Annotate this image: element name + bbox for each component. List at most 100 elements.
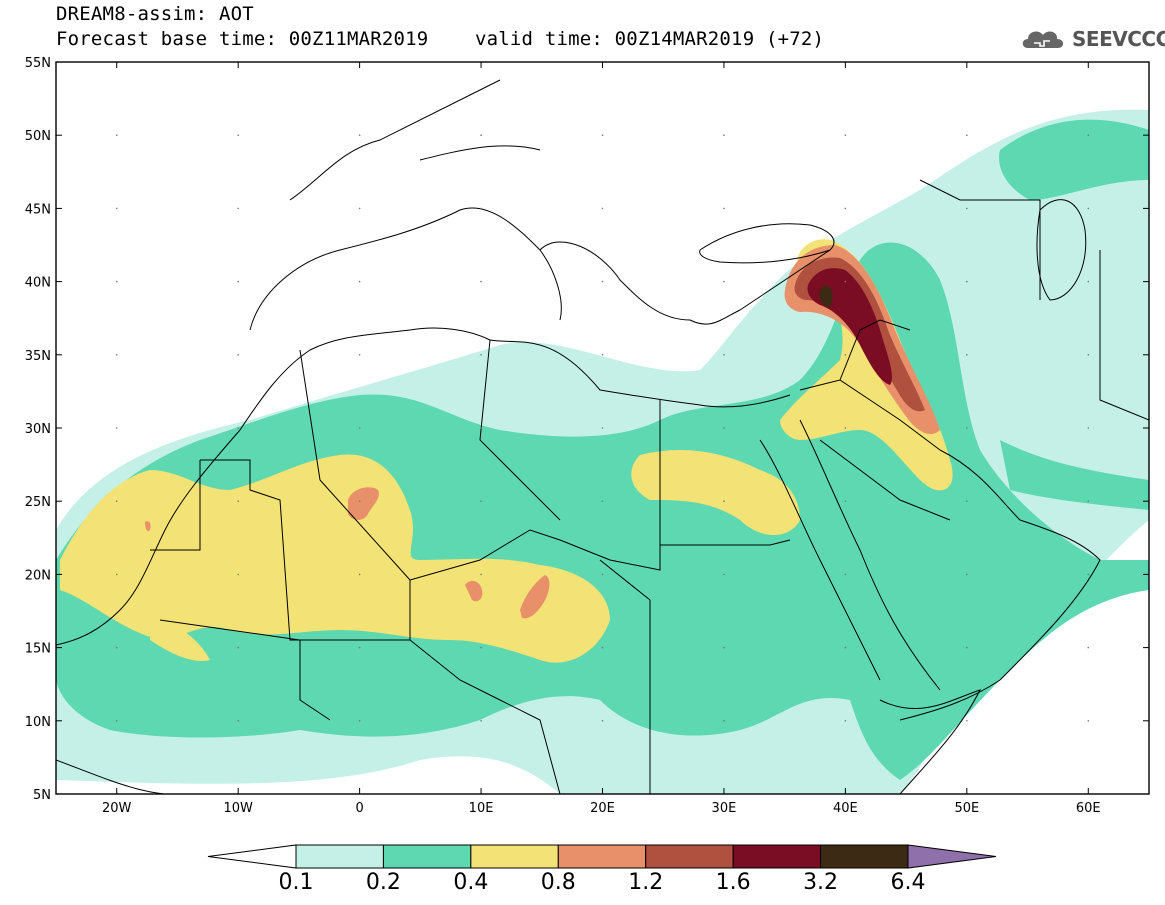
grid-dot [601, 427, 604, 429]
grid-dot [601, 134, 604, 136]
grid-dot [358, 427, 361, 429]
colorbar-label: 1.2 [628, 870, 664, 895]
grid-dot [115, 500, 118, 503]
colorbar-label: 0.2 [365, 870, 401, 895]
lon-tick-label: 20W [102, 801, 132, 816]
aot-field-0.8-chad [520, 575, 550, 619]
grid-dot [237, 573, 239, 576]
grid-dot [358, 207, 361, 210]
grid-dot [237, 207, 239, 210]
grid-dot [966, 207, 968, 210]
grid-dot [237, 500, 239, 503]
lat-tick-label: 10N [25, 715, 51, 730]
aot-field-0.2-north [999, 119, 1149, 200]
grid-dot [844, 500, 847, 503]
grid-dot [723, 207, 725, 210]
coastline-gulf-guinea [56, 759, 200, 794]
grid-dot [237, 354, 239, 356]
colorbar-label: 0.4 [453, 870, 489, 895]
lat-tick-label: 55N [25, 56, 51, 71]
grid-dot [115, 573, 118, 576]
grid-dot [844, 280, 847, 283]
grid-dot [601, 646, 604, 649]
border-sahara-1 [200, 459, 791, 641]
aot-field-0.4-egypt [631, 450, 800, 535]
coastline-west-africa [56, 327, 791, 646]
border-sahel [150, 460, 561, 794]
grid-dot [115, 280, 118, 283]
map-title: DREAM8-assim: AOT [56, 3, 254, 25]
grid-dot [358, 646, 361, 649]
grid-dot [237, 427, 239, 429]
grid-dot [844, 720, 847, 722]
grid-dot [480, 500, 482, 503]
grid-dot [358, 720, 361, 722]
grid-dot [358, 500, 361, 503]
grid-dot [480, 573, 482, 576]
colorbar-label: 0.8 [540, 870, 576, 895]
grid-dot [966, 646, 968, 649]
lon-tick-label: 10E [469, 801, 494, 816]
grid-dot [358, 134, 361, 136]
grid-dot [723, 500, 725, 503]
lat-tick-label: 40N [25, 276, 51, 291]
grid-dot [844, 207, 847, 210]
grid-dot [723, 573, 725, 576]
grid-dot [115, 720, 118, 722]
grid-dot [358, 280, 361, 283]
grid-dot [601, 207, 604, 210]
lon-tick-label: 60E [1076, 801, 1101, 816]
grid-dot [115, 207, 118, 210]
grid-dot [723, 427, 725, 429]
aot-field-0.8-algeria [348, 487, 379, 520]
seevccc-logo: SEEVCCC [1018, 22, 1165, 56]
grid-dot [237, 720, 239, 722]
lat-tick-label: 30N [25, 422, 51, 437]
colorbar-box [732, 844, 822, 869]
grid-dot [115, 354, 118, 356]
lon-tick-label: 30E [712, 801, 737, 816]
grid-dot [237, 134, 239, 136]
grid-dot [480, 207, 482, 210]
grid-dot [237, 280, 239, 283]
coastline-north-europe [289, 79, 541, 201]
grid-dot [966, 573, 968, 576]
grid-dot [115, 134, 118, 136]
grid-dot [601, 573, 604, 576]
grid-dot [480, 134, 482, 136]
grid-dot [1087, 134, 1090, 136]
colorbar-label: 6.4 [890, 870, 926, 895]
grid-dot [966, 500, 968, 503]
grid-dot [1087, 720, 1090, 722]
grid-dot [1087, 646, 1090, 649]
grid-dot [723, 280, 725, 283]
lon-tick-label: 20E [590, 801, 615, 816]
grid-dot [480, 280, 482, 283]
grid-dot [723, 354, 725, 356]
border-middle-east [799, 319, 951, 521]
grid-dot [966, 720, 968, 722]
grid-dot [966, 427, 968, 429]
colorbar-label: 3.2 [803, 870, 839, 895]
grid-dot [844, 573, 847, 576]
grid-dot [358, 354, 361, 356]
lat-tick-label: 35N [25, 349, 51, 364]
grid-dot [966, 134, 968, 136]
grid-dot [723, 720, 725, 722]
grid-dot [358, 573, 361, 576]
lon-tick-label: 50E [954, 801, 979, 816]
aot-field-0.4-sahara [60, 454, 610, 663]
coastlines [56, 79, 1149, 794]
cloud-icon [1022, 31, 1064, 48]
lat-tick-label: 20N [25, 568, 51, 583]
grid-dot [723, 646, 725, 649]
grid-dot [480, 720, 482, 722]
border-central-asia [919, 179, 1149, 421]
latitude-axis: 55N 50N 45N 40N 35N 30N 25N 20N 15N 10N 5N [25, 56, 1149, 803]
forecast-time-line: Forecast base time: 00Z11MAR2019 valid t… [56, 28, 825, 50]
colorbar [207, 844, 997, 869]
grid-dot [601, 354, 604, 356]
colorbar-box [470, 844, 559, 869]
colorbar-arrow-high [907, 844, 997, 869]
